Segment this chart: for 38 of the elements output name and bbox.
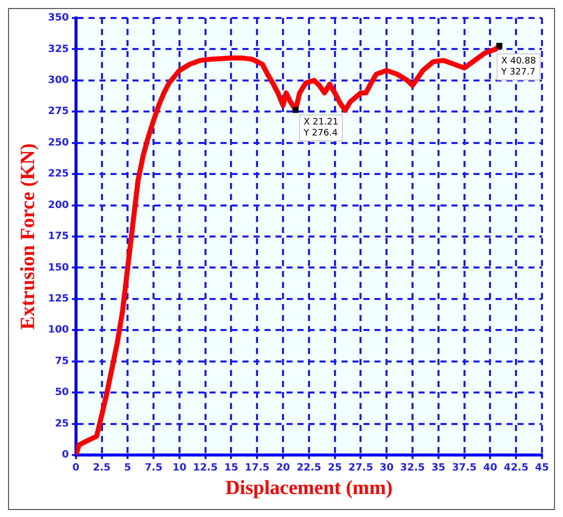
y-tick-label: 275 — [48, 106, 69, 118]
x-axis-title: Displacement (mm) — [225, 477, 393, 500]
y-tick-label: 250 — [48, 137, 69, 148]
x-tick-label: 40 — [483, 462, 498, 474]
y-tick-label: 225 — [48, 168, 69, 180]
y-tick-label: 200 — [48, 200, 69, 211]
x-tick-label: 32.5 — [400, 462, 425, 474]
annotation: X 21.21 Y 276.4 — [302, 118, 338, 139]
x-tick-label: 2.5 — [92, 462, 111, 474]
x-tick-label: 10 — [172, 462, 186, 474]
x-tick-label: 30 — [380, 462, 394, 474]
x-tick-label: 27.5 — [348, 462, 374, 474]
y-tick-label: 0 — [62, 450, 69, 461]
y-tick-label: 125 — [48, 294, 69, 305]
x-tick-label: 35 — [431, 462, 446, 474]
x-tick-label: 37.5 — [452, 462, 477, 474]
x-tick-label: 45 — [535, 462, 549, 474]
y-tick-label: 300 — [48, 75, 69, 86]
y-tick-label: 100 — [48, 324, 69, 336]
x-tick-label: 17.5 — [244, 462, 270, 474]
y-tick-label: 50 — [54, 387, 69, 398]
x-tick-label: 42.5 — [504, 462, 528, 474]
y-axis-title: Extrusion Force (KN) — [17, 143, 40, 330]
x-tick-label: 15 — [224, 462, 238, 474]
y-tick-label: 325 — [48, 44, 69, 55]
y-tick-label: 350 — [48, 12, 69, 24]
y-tick-label: 150 — [48, 262, 69, 274]
y-tick-label: 75 — [54, 356, 69, 367]
x-tick-label: 5 — [124, 462, 132, 474]
x-tick-label: 25 — [328, 462, 342, 474]
x-tick-label: 20 — [276, 462, 290, 474]
y-tick-label: 175 — [48, 231, 69, 242]
x-tick-label: 22.5 — [296, 462, 322, 474]
annotation: X 40.88 Y 327.7 — [500, 56, 536, 78]
x-tick-label: 12.5 — [193, 462, 218, 474]
x-tick-label: 7.5 — [144, 462, 162, 474]
x-tick-label: 0 — [72, 462, 80, 474]
y-tick-label: 25 — [54, 418, 69, 430]
